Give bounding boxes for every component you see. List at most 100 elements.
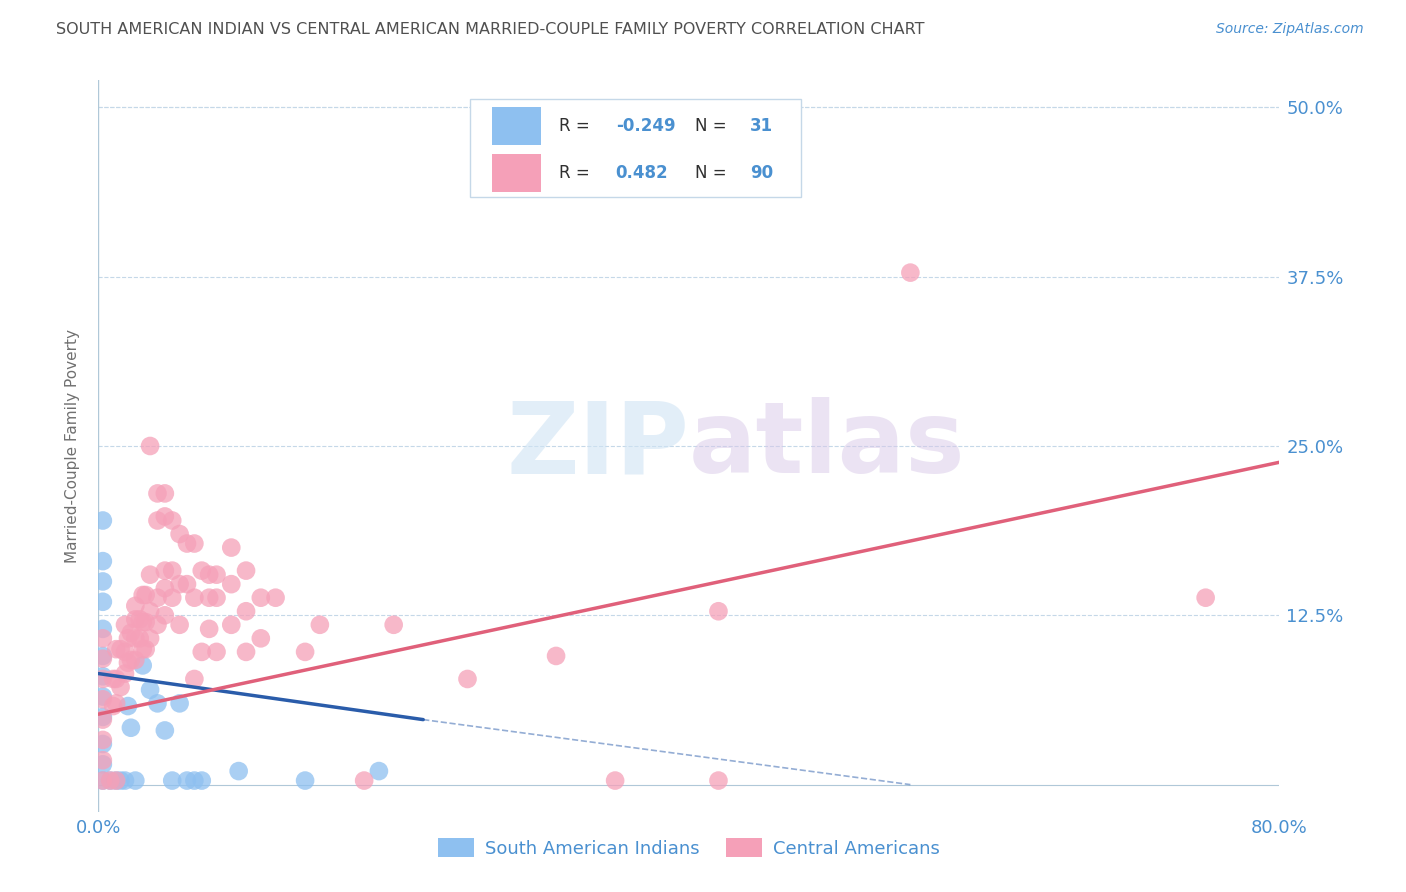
Text: N =: N = (695, 163, 731, 182)
Point (105, 773, 128, 788)
Point (91, 554, 114, 568)
Point (605, 773, 627, 788)
Point (707, 773, 730, 788)
Point (228, 764, 250, 778)
Point (135, 642, 157, 657)
Point (169, 577, 191, 591)
Point (132, 588, 155, 602)
Text: 0.482: 0.482 (616, 163, 668, 182)
Point (135, 615, 157, 629)
Point (183, 672, 205, 686)
Point (103, 699, 125, 714)
Point (91, 595, 114, 609)
Point (219, 577, 242, 591)
Point (114, 773, 136, 788)
Point (105, 773, 128, 788)
Point (139, 604, 162, 618)
Point (91, 713, 114, 727)
Point (153, 608, 176, 623)
Point (146, 514, 169, 528)
Point (162, 591, 183, 605)
Point (191, 773, 214, 788)
Point (456, 672, 478, 686)
Point (114, 666, 136, 681)
Point (294, 645, 316, 659)
FancyBboxPatch shape (492, 153, 541, 192)
Point (124, 653, 146, 667)
Point (117, 632, 139, 646)
Point (124, 773, 146, 788)
Point (110, 680, 132, 694)
Point (250, 591, 273, 605)
Point (250, 632, 273, 646)
Text: 31: 31 (751, 117, 773, 136)
Point (368, 764, 391, 778)
Point (128, 632, 150, 646)
Point (153, 564, 176, 578)
FancyBboxPatch shape (471, 99, 801, 197)
Text: -0.249: -0.249 (616, 117, 675, 136)
Text: atlas: atlas (689, 398, 966, 494)
Point (120, 721, 142, 735)
Point (91, 773, 114, 788)
Point (91, 733, 114, 747)
Point (132, 658, 155, 673)
Point (153, 723, 176, 738)
Text: Source: ZipAtlas.com: Source: ZipAtlas.com (1216, 22, 1364, 37)
Point (176, 773, 198, 788)
Point (91, 648, 114, 663)
Point (146, 697, 169, 711)
Point (235, 645, 257, 659)
Point (176, 536, 198, 550)
Point (353, 773, 375, 788)
Text: 90: 90 (751, 163, 773, 182)
Text: R =: R = (560, 117, 595, 136)
Point (153, 509, 176, 524)
Point (91, 753, 114, 767)
Point (110, 773, 132, 788)
Point (153, 486, 176, 500)
Point (128, 612, 150, 626)
Y-axis label: Married-Couple Family Poverty: Married-Couple Family Poverty (65, 329, 80, 563)
Point (219, 541, 242, 555)
Point (183, 536, 205, 550)
Point (105, 672, 128, 686)
Point (91, 757, 114, 772)
Point (183, 773, 205, 788)
Legend: South American Indians, Central Americans: South American Indians, Central American… (430, 831, 948, 865)
Point (146, 486, 169, 500)
Point (205, 567, 228, 582)
Point (707, 604, 730, 618)
Point (205, 645, 228, 659)
Text: ZIP: ZIP (506, 398, 689, 494)
Point (382, 617, 405, 632)
Point (169, 527, 191, 541)
Text: R =: R = (560, 163, 600, 182)
Point (120, 653, 142, 667)
Point (309, 617, 332, 632)
Point (648, 161, 671, 176)
FancyBboxPatch shape (492, 107, 541, 145)
Point (191, 645, 214, 659)
Point (91, 773, 114, 788)
Text: N =: N = (695, 117, 731, 136)
Point (169, 697, 191, 711)
Point (124, 599, 146, 613)
Point (114, 645, 136, 659)
Point (110, 642, 132, 657)
Point (162, 773, 183, 788)
Point (124, 632, 146, 646)
Point (91, 514, 114, 528)
Point (135, 588, 157, 602)
Point (198, 567, 221, 582)
Point (132, 642, 155, 657)
Point (162, 514, 183, 528)
Point (176, 577, 198, 591)
Point (120, 626, 142, 640)
Point (198, 591, 221, 605)
Point (91, 651, 114, 665)
Point (162, 564, 183, 578)
Point (153, 581, 176, 595)
Point (139, 439, 162, 453)
Point (264, 591, 287, 605)
